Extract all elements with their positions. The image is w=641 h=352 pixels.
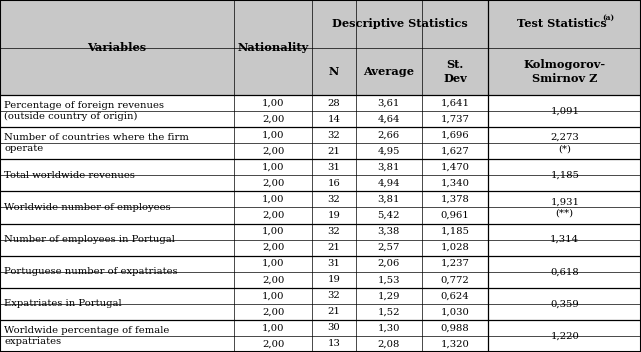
Text: 0,988: 0,988: [441, 323, 469, 332]
Text: 3,38: 3,38: [378, 227, 400, 236]
Text: Kolmogorov-
Smirnov Z: Kolmogorov- Smirnov Z: [524, 59, 606, 84]
Text: 2,00: 2,00: [262, 211, 284, 220]
Text: 1,00: 1,00: [262, 323, 285, 332]
Text: 32: 32: [328, 195, 340, 204]
Text: 1,00: 1,00: [262, 259, 285, 268]
Text: 1,00: 1,00: [262, 131, 285, 140]
Text: 2,00: 2,00: [262, 275, 284, 284]
Text: 2,00: 2,00: [262, 179, 284, 188]
Text: 2,00: 2,00: [262, 307, 284, 316]
Text: Number of employees in Portugal: Number of employees in Portugal: [4, 235, 176, 244]
Text: 1,185: 1,185: [440, 227, 470, 236]
Text: 2,00: 2,00: [262, 147, 284, 156]
Text: Percentage of foreign revenues
(outside country of origin): Percentage of foreign revenues (outside …: [4, 101, 165, 121]
Text: 2,00: 2,00: [262, 243, 284, 252]
Text: 31: 31: [328, 163, 340, 172]
Text: 1,737: 1,737: [440, 115, 470, 124]
Text: 1,340: 1,340: [440, 179, 470, 188]
Text: 0,772: 0,772: [441, 275, 469, 284]
Text: 1,30: 1,30: [378, 323, 400, 332]
Text: 16: 16: [328, 179, 340, 188]
Text: 21: 21: [328, 243, 340, 252]
Text: Worldwide number of employees: Worldwide number of employees: [4, 203, 171, 212]
Text: 3,81: 3,81: [378, 163, 400, 172]
Text: 2,00: 2,00: [262, 339, 284, 348]
Text: 2,57: 2,57: [378, 243, 400, 252]
Text: Average: Average: [363, 66, 414, 77]
Text: Variables: Variables: [87, 42, 147, 53]
Text: 1,00: 1,00: [262, 291, 285, 300]
Text: 1,53: 1,53: [378, 275, 400, 284]
Text: 21: 21: [328, 307, 340, 316]
Text: 0,961: 0,961: [441, 211, 469, 220]
Text: 5,42: 5,42: [378, 211, 400, 220]
Text: N: N: [329, 66, 339, 77]
Text: 1,220: 1,220: [550, 332, 579, 340]
Text: 1,314: 1,314: [550, 235, 579, 244]
Text: 1,641: 1,641: [440, 99, 470, 108]
Text: 28: 28: [328, 99, 340, 108]
Text: (a): (a): [603, 13, 614, 21]
Text: 31: 31: [328, 259, 340, 268]
Text: 1,091: 1,091: [550, 107, 579, 115]
Text: Test Statistics: Test Statistics: [517, 18, 606, 29]
Text: 1,320: 1,320: [440, 339, 470, 348]
Bar: [0, 48, 641, 95]
Text: 1,627: 1,627: [441, 147, 469, 156]
Text: 1,00: 1,00: [262, 227, 285, 236]
Bar: [0, 0, 641, 48]
Text: 0,359: 0,359: [551, 299, 579, 308]
Text: 19: 19: [328, 275, 340, 284]
Text: 1,028: 1,028: [440, 243, 470, 252]
Text: 2,273
(*): 2,273 (*): [551, 133, 579, 153]
Text: 1,185: 1,185: [550, 171, 579, 180]
Text: 1,52: 1,52: [378, 307, 400, 316]
Text: 1,00: 1,00: [262, 195, 285, 204]
Text: 3,61: 3,61: [378, 99, 400, 108]
Text: 1,030: 1,030: [440, 307, 470, 316]
Text: Number of countries where the firm
operate: Number of countries where the firm opera…: [4, 133, 189, 153]
Text: 4,95: 4,95: [378, 147, 400, 156]
Text: 4,94: 4,94: [378, 179, 400, 188]
Text: 32: 32: [328, 291, 340, 300]
Text: 2,00: 2,00: [262, 115, 284, 124]
Text: 2,08: 2,08: [378, 339, 400, 348]
Text: 1,237: 1,237: [440, 259, 470, 268]
Text: St.
Dev: St. Dev: [443, 59, 467, 84]
Text: Worldwide percentage of female
expatriates: Worldwide percentage of female expatriat…: [4, 326, 170, 346]
Text: 1,378: 1,378: [440, 195, 470, 204]
Text: 32: 32: [328, 227, 340, 236]
Text: Expatriates in Portugal: Expatriates in Portugal: [4, 299, 122, 308]
Text: 1,696: 1,696: [441, 131, 469, 140]
Text: 30: 30: [328, 323, 340, 332]
Text: 1,00: 1,00: [262, 99, 285, 108]
Text: 4,64: 4,64: [378, 115, 400, 124]
Text: 2,66: 2,66: [378, 131, 400, 140]
Text: 3,81: 3,81: [378, 195, 400, 204]
Text: 32: 32: [328, 131, 340, 140]
Text: 1,470: 1,470: [440, 163, 470, 172]
Text: 0,618: 0,618: [551, 267, 579, 276]
Text: 2,06: 2,06: [378, 259, 400, 268]
Text: Total worldwide revenues: Total worldwide revenues: [4, 171, 135, 180]
Text: 13: 13: [328, 339, 340, 348]
Text: 1,29: 1,29: [378, 291, 400, 300]
Text: Portuguese number of expatriates: Portuguese number of expatriates: [4, 267, 178, 276]
Text: 1,931
(**): 1,931 (**): [550, 197, 579, 218]
Text: 14: 14: [328, 115, 340, 124]
Text: Descriptive Statistics: Descriptive Statistics: [333, 18, 468, 29]
Text: 19: 19: [328, 211, 340, 220]
Text: 1,00: 1,00: [262, 163, 285, 172]
Text: 0,624: 0,624: [441, 291, 469, 300]
Text: 21: 21: [328, 147, 340, 156]
Text: Nationality: Nationality: [237, 42, 309, 53]
